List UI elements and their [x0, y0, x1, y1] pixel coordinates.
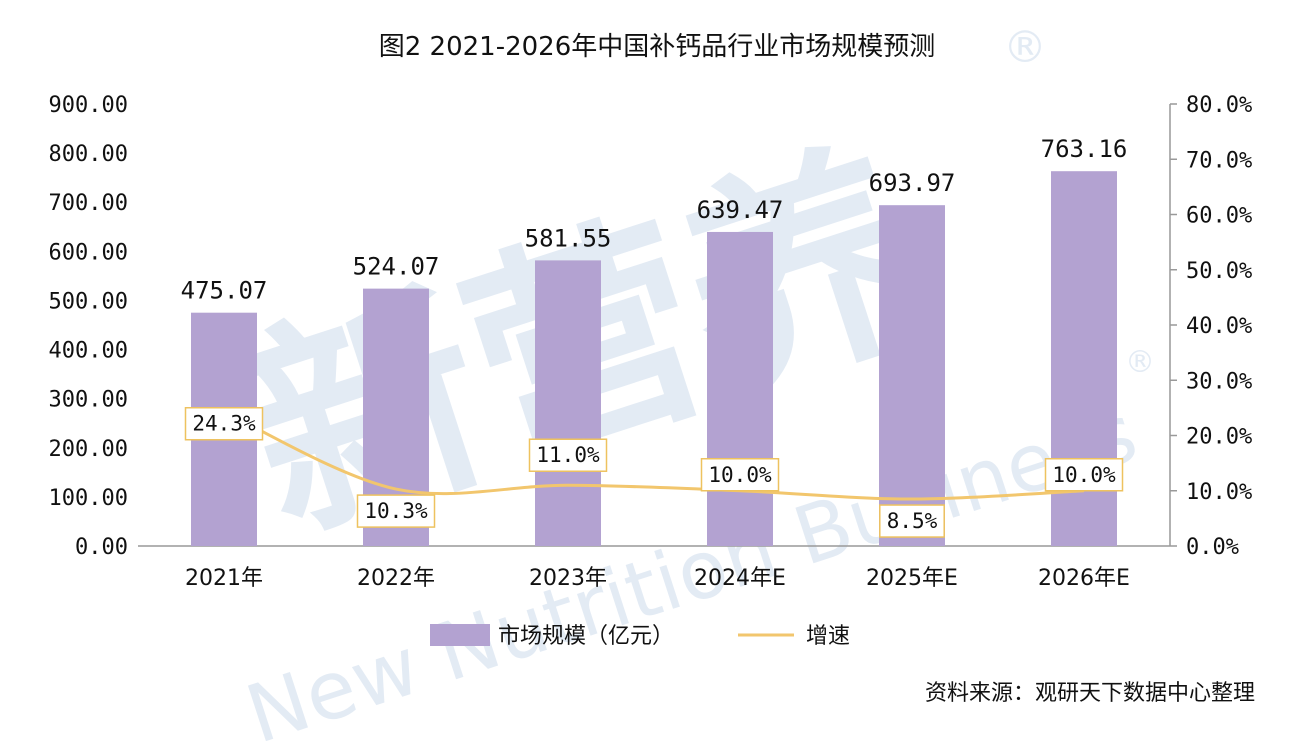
y-left-tick-label: 300.00 — [49, 388, 128, 413]
y-right-tick-label: 40.0% — [1186, 314, 1252, 339]
x-tick-label: 2022年 — [357, 566, 435, 591]
bar — [707, 231, 773, 547]
watermark-mark-2: ® — [1125, 345, 1155, 380]
growth-value-label: 11.0% — [536, 443, 600, 467]
legend-swatch-bar — [430, 624, 490, 646]
left-axis: 0.00 100.00 200.00 300.00 400.00 500.00 600.00… — [49, 93, 128, 560]
y-left-tick-label: 900.00 — [49, 93, 128, 118]
y-right-tick-label: 10.0% — [1186, 480, 1252, 505]
growth-value-label: 24.3% — [192, 412, 256, 436]
bar-value-label: 763.16 — [1041, 135, 1128, 163]
growth-label-box — [700, 458, 780, 492]
x-tick-label: 2026年E — [1038, 566, 1130, 591]
growth-value-label: 10.0% — [1052, 463, 1116, 487]
legend-label-bar: 市场规模（亿元） — [498, 624, 674, 649]
bar-value-label: 581.55 — [525, 224, 612, 252]
growth-label-box — [1044, 458, 1124, 492]
bar-value-label: 524.07 — [353, 253, 440, 281]
growth-label-box — [184, 406, 264, 441]
growth-label-box — [879, 504, 945, 538]
x-tick-labels: 2021年 2022年 2023年 2024年E 2025年E 2026年E — [185, 566, 1130, 591]
bar-value-labels: 475.07 524.07 581.55 639.47 693.97 763.16 — [181, 135, 1128, 304]
y-right-tick-label: 80.0% — [1186, 93, 1252, 118]
y-left-tick-label: 400.00 — [49, 339, 128, 364]
growth-value-label: 10.0% — [708, 463, 772, 487]
x-tick-label: 2024年E — [694, 566, 786, 591]
growth-label-box — [356, 494, 436, 528]
y-left-tick-label: 700.00 — [49, 191, 128, 216]
growth-value-label: 10.3% — [364, 499, 428, 523]
bar-value-label: 693.97 — [869, 169, 956, 197]
x-tick-label: 2025年E — [866, 566, 958, 591]
y-left-tick-label: 100.00 — [49, 486, 128, 511]
y-right-tick-label: 70.0% — [1186, 148, 1252, 173]
y-left-tick-label: 600.00 — [49, 240, 128, 265]
bar — [535, 260, 601, 546]
bar — [879, 205, 945, 546]
y-right-tick-label: 50.0% — [1186, 259, 1252, 284]
y-left-tick-label: 0.00 — [75, 535, 128, 560]
watermark: 新营养 New Nutrition Business ® ® — [216, 22, 1155, 741]
bar-value-label: 639.47 — [697, 196, 784, 224]
y-right-tick-label: 20.0% — [1186, 425, 1252, 450]
right-axis: 0.0% 10.0% 20.0% 30.0% 40.0% 50.0% 60.0% 70.0% 8… — [1170, 93, 1252, 560]
growth-value-labels: 24.3% 10.3% 11.0% 10.0% 8.5% 10.0% — [184, 406, 1124, 538]
growth-line — [223, 410, 1085, 501]
source-note: 资料来源：观研天下数据中心整理 — [925, 681, 1255, 706]
watermark-mark-1: ® — [1003, 22, 1047, 73]
chart-title: 图2 2021-2026年中国补钙品行业市场规模预测 — [379, 32, 936, 62]
legend: 市场规模（亿元） 增速 — [430, 624, 850, 649]
growth-label-box — [528, 438, 608, 472]
y-right-tick-label: 30.0% — [1186, 369, 1252, 394]
growth-value-label: 8.5% — [887, 509, 938, 533]
y-left-tick-label: 500.00 — [49, 289, 128, 314]
x-tick-label: 2021年 — [185, 566, 263, 591]
y-right-tick-label: 60.0% — [1186, 204, 1252, 229]
x-tick-label: 2023年 — [529, 566, 607, 591]
y-left-tick-label: 200.00 — [49, 437, 128, 462]
legend-label-line: 增速 — [806, 624, 850, 649]
bar-value-label: 475.07 — [181, 277, 268, 305]
y-left-tick-label: 800.00 — [49, 142, 128, 167]
y-right-tick-label: 0.0% — [1186, 535, 1239, 560]
